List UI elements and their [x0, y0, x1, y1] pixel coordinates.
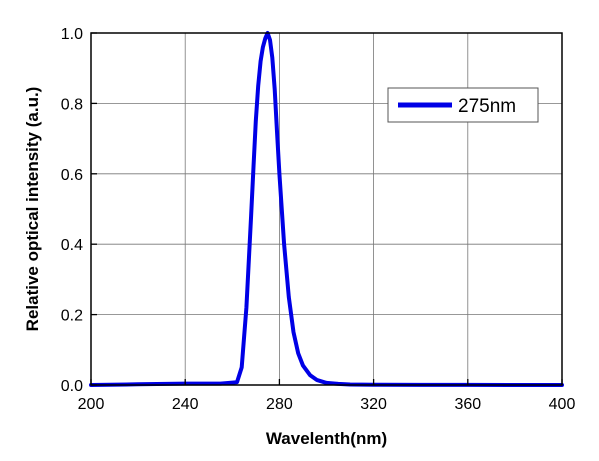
x-tick-label: 280 [266, 396, 293, 413]
x-tick-label: 240 [172, 396, 199, 413]
y-axis-title: Relative optical intensity (a.u.) [23, 87, 42, 332]
y-tick-label: 0.0 [61, 378, 83, 395]
x-tick-label: 320 [360, 396, 387, 413]
x-tick-label: 400 [549, 396, 576, 413]
series-curves [89, 31, 564, 387]
plot-frame [90, 32, 563, 386]
legend: 275nm [387, 87, 539, 123]
x-tick-label: 200 [78, 396, 105, 413]
x-axis-title: Wavelenth(nm) [266, 429, 387, 448]
x-tick-label: 360 [454, 396, 481, 413]
series-line-0 [89, 31, 564, 387]
grid-lines [90, 32, 563, 386]
legend-label: 275nm [458, 96, 516, 117]
y-tick-label: 0.6 [61, 167, 83, 184]
y-tick-label: 0.4 [61, 237, 83, 254]
axis-ticks: 200 240 280 320 360 400 0.0 0.2 0.4 0.6 0.8 1.0 [61, 26, 576, 413]
y-tick-label: 0.8 [61, 96, 83, 113]
y-tick-label: 1.0 [61, 26, 83, 43]
y-tick-label: 0.2 [61, 308, 83, 325]
